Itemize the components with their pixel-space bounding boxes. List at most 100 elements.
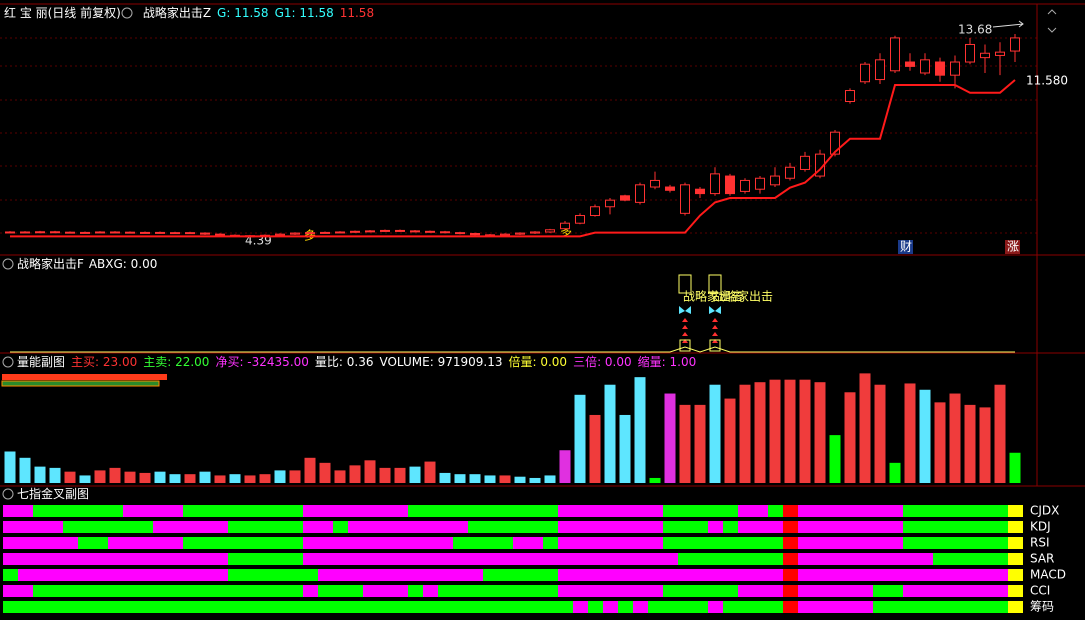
candle-body xyxy=(215,233,225,236)
volume-bar xyxy=(124,471,136,483)
signal-run xyxy=(1008,553,1023,565)
volume-bar xyxy=(4,451,16,483)
row-label: CCI xyxy=(1030,584,1050,598)
signal-arrow xyxy=(682,325,688,329)
candle-body xyxy=(845,90,855,102)
signal-run xyxy=(3,585,33,597)
volume-bar xyxy=(724,398,736,483)
annotation: 涨 xyxy=(1007,239,1019,254)
legend-item: 量比: 0.36 xyxy=(315,355,374,369)
candle-body xyxy=(620,195,630,201)
volume-bar xyxy=(394,467,406,483)
candle-body xyxy=(470,233,480,236)
signal-arrow xyxy=(682,332,688,336)
scroll-down[interactable] xyxy=(1047,27,1057,33)
volume-bar xyxy=(229,474,241,483)
signal-run xyxy=(3,521,63,533)
volume-bar xyxy=(844,392,856,483)
signal-run xyxy=(453,537,513,549)
volume-bar xyxy=(739,384,751,483)
volume-bar xyxy=(79,475,91,483)
volume-bar xyxy=(634,377,646,483)
scroll-up[interactable] xyxy=(1047,9,1057,15)
volume-bar xyxy=(589,414,601,483)
candle-body xyxy=(695,188,705,195)
row-label: CJDX xyxy=(1030,504,1059,518)
signal-arrow xyxy=(682,339,688,343)
abxg-line xyxy=(10,346,1015,353)
candle-body xyxy=(590,206,600,217)
candle-body xyxy=(275,233,285,236)
legend-item: 主买: 23.00 xyxy=(71,355,137,369)
candle-body xyxy=(365,230,375,233)
candle-body xyxy=(965,43,975,63)
signal-run xyxy=(903,521,1008,533)
legend-item: 倍量: 0.00 xyxy=(508,354,567,369)
row-label: SAR xyxy=(1030,552,1054,566)
dropdown[interactable] xyxy=(2,488,14,500)
signal-run xyxy=(33,585,303,597)
legend-item: 11.58 xyxy=(340,6,374,20)
volume-bar xyxy=(1009,452,1021,483)
volume-bar xyxy=(424,461,436,483)
signal-run xyxy=(363,585,408,597)
signal-run xyxy=(708,601,723,613)
signal-run xyxy=(558,521,663,533)
power-bar xyxy=(1,380,160,387)
legend-item: G1: 11.58 xyxy=(275,6,334,20)
power-bar xyxy=(2,374,167,380)
legend-item: 缩量: 1.00 xyxy=(638,354,697,369)
signal-run xyxy=(1008,505,1023,517)
signal-run xyxy=(228,569,318,581)
legend-item: ABXG: 0.00 xyxy=(89,257,158,271)
volume-bar xyxy=(559,450,571,483)
volume-bar xyxy=(499,475,511,483)
volume-bar xyxy=(994,384,1006,483)
volume-bar xyxy=(364,460,376,483)
signal-run xyxy=(123,505,183,517)
signal-run xyxy=(408,585,423,597)
signal-run xyxy=(903,585,1008,597)
panel-header: 量能副图 主买: 23.00 主卖: 22.00 净买: -32435.00 量比: 0… xyxy=(17,354,696,369)
dropdown[interactable] xyxy=(2,356,14,368)
signal-run xyxy=(333,521,348,533)
candle-body xyxy=(20,231,30,234)
signal-run xyxy=(798,521,903,533)
signal-run xyxy=(783,585,798,597)
signal-run xyxy=(633,601,648,613)
candle-body xyxy=(635,184,645,203)
row-label: MACD xyxy=(1030,568,1066,582)
signal-run xyxy=(3,601,573,613)
volume-bar xyxy=(769,379,781,483)
volume-bar xyxy=(919,389,931,483)
volume-bar xyxy=(544,475,556,483)
candle-body xyxy=(995,51,1005,56)
volume-bar xyxy=(334,470,346,483)
signal-run xyxy=(183,505,303,517)
signal-run xyxy=(63,521,153,533)
dropdown[interactable] xyxy=(121,7,133,19)
panel-title: 红 宝 丽(日线 前复权) xyxy=(4,5,121,20)
signal-run xyxy=(798,585,873,597)
candle-body xyxy=(290,232,300,235)
panel-header: 战略家出击F ABXG: 0.00 xyxy=(17,256,157,271)
signal-run xyxy=(618,601,633,613)
signal-arrow xyxy=(682,318,688,322)
signal-run xyxy=(1008,585,1023,597)
candle-body xyxy=(680,184,690,214)
annotation: 战略家出击 xyxy=(683,289,743,304)
volume-bar xyxy=(19,457,31,483)
signal-base xyxy=(679,339,691,352)
volume-bar xyxy=(304,457,316,483)
volume-bar xyxy=(949,393,961,483)
volume-bar xyxy=(514,476,526,483)
volume-bar xyxy=(409,466,421,483)
candle-body xyxy=(380,229,390,232)
signal-run xyxy=(678,553,783,565)
dropdown[interactable] xyxy=(2,258,14,270)
signal-run xyxy=(798,537,903,549)
panel-buttons[interactable] xyxy=(2,7,1057,500)
volume-bar xyxy=(169,474,181,483)
candle-body xyxy=(80,231,90,234)
